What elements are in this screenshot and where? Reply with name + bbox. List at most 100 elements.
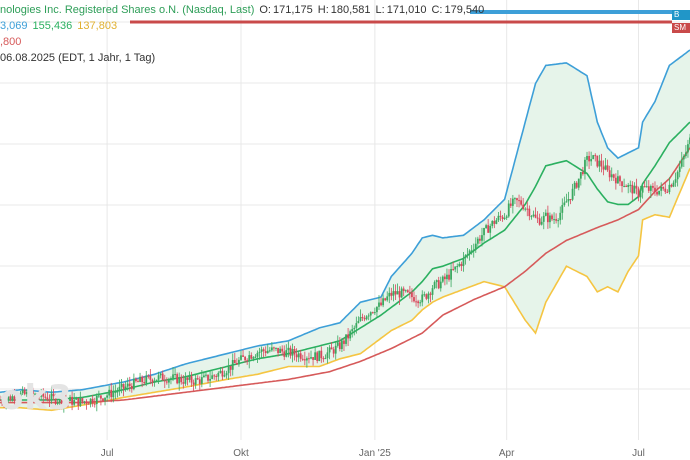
candle-body bbox=[596, 155, 599, 167]
candle-body bbox=[458, 263, 461, 267]
candle-body bbox=[435, 280, 438, 283]
candle-body bbox=[501, 216, 504, 219]
candle-body bbox=[217, 372, 220, 377]
candle-body bbox=[581, 172, 584, 175]
candle-body bbox=[367, 315, 370, 317]
candle-body bbox=[674, 179, 677, 183]
candle-body bbox=[120, 383, 123, 387]
candle-body bbox=[489, 225, 492, 233]
candle-body bbox=[345, 334, 347, 344]
candle-body bbox=[118, 386, 121, 392]
candle-body bbox=[277, 347, 279, 354]
candle-body bbox=[190, 376, 193, 383]
candle-body bbox=[42, 391, 45, 397]
candle-body bbox=[604, 165, 607, 170]
candle-body bbox=[40, 391, 43, 397]
candle-body bbox=[546, 212, 549, 223]
candle-body bbox=[563, 202, 566, 205]
candle-body bbox=[450, 269, 452, 280]
x-tick-label: Apr bbox=[499, 448, 515, 459]
candle-body bbox=[487, 225, 490, 233]
candle-body bbox=[347, 334, 349, 339]
candle-body bbox=[369, 312, 372, 316]
candle-body bbox=[670, 184, 673, 187]
candle-body bbox=[139, 376, 141, 382]
candle-body bbox=[559, 212, 562, 221]
candle-body bbox=[1, 400, 3, 403]
candle-body bbox=[625, 185, 628, 188]
candle-body bbox=[89, 398, 92, 405]
candle-body bbox=[507, 203, 510, 217]
candle-body bbox=[373, 312, 376, 314]
candle-body bbox=[586, 155, 588, 160]
candle-body bbox=[221, 370, 224, 377]
candle-body bbox=[285, 350, 288, 357]
header-sma: ,800 bbox=[0, 36, 26, 48]
candle-body bbox=[330, 347, 333, 350]
candle-body bbox=[186, 377, 189, 380]
candle-body bbox=[398, 291, 401, 298]
candle-body bbox=[571, 188, 574, 200]
candle-body bbox=[584, 159, 586, 175]
bb-badge[interactable]: B bbox=[672, 10, 690, 20]
candle-body bbox=[468, 250, 471, 255]
candle-body bbox=[575, 182, 578, 188]
candle-body bbox=[299, 353, 302, 359]
candle-body bbox=[592, 155, 595, 160]
candle-body bbox=[268, 350, 271, 352]
candle-body bbox=[36, 393, 38, 397]
candle-body bbox=[388, 292, 391, 297]
candle-body bbox=[260, 349, 263, 352]
candle-body bbox=[17, 398, 20, 400]
candle-body bbox=[542, 215, 545, 222]
candle-body bbox=[176, 374, 179, 384]
candle-body bbox=[275, 347, 277, 349]
candle-body bbox=[376, 306, 378, 313]
candle-body bbox=[627, 185, 630, 188]
candle-body bbox=[318, 350, 321, 362]
candle-body bbox=[289, 347, 292, 356]
candle-body bbox=[25, 391, 28, 395]
candle-body bbox=[244, 356, 247, 361]
candle-body bbox=[184, 377, 187, 384]
candle-body bbox=[499, 215, 502, 217]
candle-body bbox=[466, 254, 469, 256]
candle-body bbox=[353, 327, 356, 330]
candle-body bbox=[400, 288, 403, 298]
candle-body bbox=[301, 358, 304, 360]
candle-body bbox=[256, 352, 259, 357]
candle-body bbox=[87, 403, 90, 405]
open-value: 171,175 bbox=[272, 4, 313, 16]
sma-badge[interactable]: SM bbox=[672, 23, 690, 33]
candle-body bbox=[338, 342, 341, 350]
candle-body bbox=[456, 266, 459, 268]
candle-body bbox=[73, 399, 76, 405]
candle-body bbox=[351, 329, 354, 332]
candle-body bbox=[341, 340, 343, 350]
candle-body bbox=[58, 397, 61, 403]
candle-body bbox=[62, 400, 65, 406]
candle-body bbox=[555, 219, 558, 221]
candle-body bbox=[91, 398, 94, 404]
candle-body bbox=[363, 318, 366, 320]
candle-body bbox=[639, 192, 642, 198]
x-axis: Jul Okt Jan '25 Apr Jul bbox=[101, 448, 645, 459]
bb-upper-value: 3,069 bbox=[0, 20, 28, 32]
candle-body bbox=[254, 356, 257, 358]
candle-body bbox=[544, 212, 547, 216]
candle-body bbox=[654, 187, 656, 192]
candle-body bbox=[248, 355, 251, 362]
candle-body bbox=[569, 198, 572, 200]
candle-body bbox=[406, 290, 409, 293]
candle-body bbox=[32, 390, 34, 394]
candle-body bbox=[308, 358, 310, 360]
candle-body bbox=[209, 378, 211, 381]
bb-fill-area bbox=[0, 50, 690, 411]
candle-body bbox=[516, 198, 518, 201]
candle-body bbox=[446, 274, 448, 280]
candle-body bbox=[631, 184, 634, 194]
candle-body bbox=[608, 170, 611, 178]
sma-value: ,800 bbox=[0, 36, 22, 48]
candle-body bbox=[332, 349, 335, 354]
